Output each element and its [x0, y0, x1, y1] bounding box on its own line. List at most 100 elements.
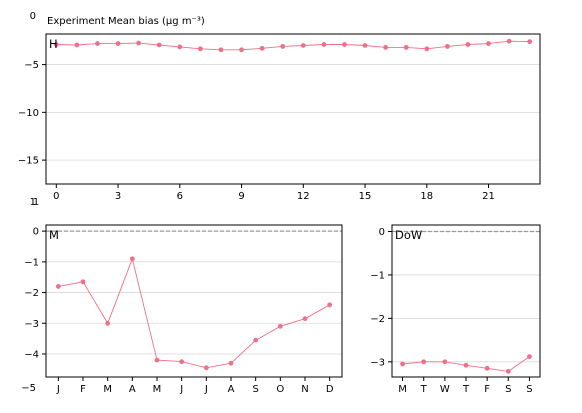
data-point — [505, 368, 511, 374]
data-point — [424, 46, 430, 52]
data-point — [253, 337, 259, 343]
data-point — [444, 44, 450, 49]
background-ytick-label: 1 — [30, 197, 36, 208]
xtick-label: S — [505, 384, 511, 395]
data-point — [156, 42, 162, 48]
ytick-label: −2 — [24, 288, 39, 299]
data-point — [463, 362, 469, 368]
data-point — [403, 44, 409, 50]
axes-frame — [45, 33, 541, 185]
data-point — [280, 44, 286, 49]
ytick-label: −5 — [24, 60, 39, 71]
data-point — [342, 42, 347, 47]
xtick-label: T — [420, 384, 428, 395]
xtick-label: J — [204, 384, 208, 395]
xtick-label: M — [398, 384, 407, 395]
panel-month: 0 −1 −2 −3 −4 J F M A M J J A S O N D M — [24, 224, 343, 395]
xtick-label: 18 — [420, 191, 433, 202]
xtick-label: S — [526, 384, 532, 395]
panel-label: M — [49, 228, 59, 242]
xtick-label: J — [179, 384, 183, 395]
data-point — [203, 365, 209, 371]
series-line — [56, 40, 530, 51]
ytick-label: −1 — [24, 257, 39, 268]
ytick-label: −3 — [24, 319, 39, 330]
ytick-label: −4 — [24, 349, 39, 360]
data-point — [129, 256, 135, 262]
data-point — [527, 39, 533, 45]
xtick-label: O — [276, 384, 284, 395]
data-point — [506, 38, 512, 44]
axes-frame — [391, 224, 541, 378]
data-point — [74, 42, 80, 48]
xtick-label: F — [80, 384, 86, 395]
panel-hour: −5 −10 −15 0 3 6 9 12 15 18 21 H — [18, 33, 541, 202]
xtick-label: N — [301, 384, 308, 395]
data-point — [115, 41, 121, 46]
xtick-label: 6 — [177, 191, 183, 202]
background-axis: 0 1 −5 1 — [21, 11, 39, 394]
xtick-label: J — [56, 384, 60, 395]
data-point — [95, 41, 100, 46]
data-point — [527, 354, 532, 359]
xtick-label: D — [326, 384, 334, 395]
background-ytick-label: 0 — [30, 11, 36, 22]
data-point — [259, 45, 265, 51]
xtick-label: S — [252, 384, 258, 395]
xtick-label: T — [462, 384, 470, 395]
data-point — [400, 361, 405, 367]
data-point — [197, 46, 203, 52]
data-point — [177, 44, 183, 50]
figure-title: Experiment Mean bias (μg m⁻³) — [47, 16, 205, 27]
series-line — [58, 257, 330, 369]
panel-label: DoW — [395, 228, 422, 242]
data-point — [228, 360, 234, 366]
data-point — [136, 40, 142, 46]
data-point — [80, 279, 86, 285]
xtick-label: F — [484, 384, 490, 395]
axes-frame — [45, 224, 343, 378]
xtick-label: 9 — [238, 191, 244, 202]
data-point — [383, 44, 389, 50]
xtick-label: M — [153, 384, 162, 395]
data-point — [277, 323, 283, 329]
xtick-label: 0 — [53, 191, 59, 202]
xtick-label: 12 — [297, 191, 310, 202]
data-point — [484, 365, 490, 371]
xtick-label: A — [228, 384, 235, 395]
ytick-label: −10 — [18, 108, 39, 119]
data-point — [154, 357, 160, 363]
panel-label: H — [49, 37, 58, 51]
xtick-label: 3 — [115, 191, 121, 202]
data-point — [465, 42, 471, 47]
data-point — [105, 320, 111, 326]
ytick-label: −3 — [370, 357, 385, 368]
ytick-label: 0 — [33, 227, 39, 238]
data-point — [218, 47, 224, 53]
xtick-label: M — [103, 384, 112, 395]
ytick-label: −15 — [18, 156, 39, 167]
background-xtick-label: 1 — [33, 197, 39, 208]
data-point — [421, 359, 427, 365]
xtick-label: 21 — [482, 191, 495, 202]
data-point — [53, 42, 59, 47]
data-point — [302, 316, 308, 322]
xtick-label: W — [440, 384, 450, 395]
data-point — [486, 41, 491, 46]
background-ytick-label: −5 — [21, 383, 36, 394]
data-point — [55, 284, 61, 289]
data-point — [442, 359, 448, 365]
data-point — [321, 42, 327, 47]
data-point — [362, 43, 368, 48]
data-point — [179, 359, 185, 365]
xtick-label: A — [129, 384, 136, 395]
data-point — [327, 302, 333, 308]
ytick-label: 0 — [379, 227, 385, 238]
data-point — [300, 43, 306, 48]
data-point — [239, 47, 244, 53]
ytick-label: −2 — [370, 314, 385, 325]
panel-day-of-week: 0 −1 −2 −3 M T W T F S S DoW — [370, 224, 541, 395]
xtick-label: 15 — [359, 191, 372, 202]
ytick-label: −1 — [370, 270, 385, 281]
